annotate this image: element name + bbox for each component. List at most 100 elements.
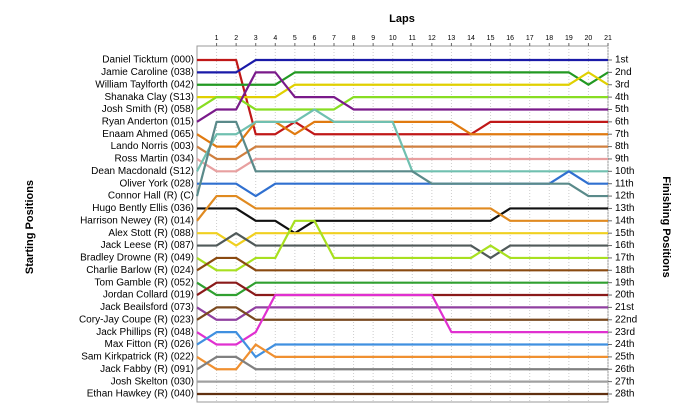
series-line [196,281,608,297]
series-line [196,355,608,371]
x-tick-label: 20 [585,35,593,42]
y2-tick-label: 15th [615,228,634,239]
y2-tick-label: 23rd [615,327,635,338]
legend-label: Ross Martin (034) [115,154,194,165]
series-line [196,256,608,272]
series-line [196,157,608,173]
legend-label: Max Fitton (R) (026) [105,339,194,350]
y2-tick-label: 22nd [615,314,637,325]
x-tick-label: 11 [409,35,416,42]
plot-frame [196,45,609,403]
legend-label: William Taylforth (042) [95,79,194,90]
legend-label: Jack Beailsford (073) [100,302,194,313]
series-line [197,207,608,235]
y2-tick-label: 4th [615,92,629,103]
series-line [196,306,608,321]
series-line [196,96,608,111]
x-tick-label: 16 [506,35,514,42]
y-axis-title: Starting Positions [24,180,36,274]
series-line [197,71,609,86]
legend-label: Jordan Collard (019) [103,290,194,301]
series-line [196,306,608,321]
y2-tick-label: 2nd [615,67,632,78]
y2-tick-label: 8th [615,141,629,152]
series-line [197,71,609,99]
y2-tick-label: 9th [615,154,629,165]
x-tick-label: 14 [467,35,475,42]
y2-tick-label: 19th [615,277,634,288]
legend-label: Jamie Caroline (038) [101,67,194,78]
legend-label: Ethan Hawkey (R) (040) [87,389,194,400]
y2-tick-label: 28th [615,389,634,400]
series-line [196,343,608,371]
legend-label: Josh Smith (R) (058) [102,104,194,115]
legend-label: Cory-Jay Coupe (R) (023) [79,314,194,325]
legend-label: Jack Fabby (R) (091) [100,364,194,375]
legend-label: Shanaka Clay (S13) [105,92,195,103]
y2-axis-title: Finishing Positions [660,176,672,277]
series-line [196,71,608,123]
x-tick-label: 1 [215,35,219,42]
x-tick-label: 9 [371,35,375,42]
legend-label: Dean Macdonald (S12) [91,166,194,177]
y2-tick-label: 11th [615,178,634,189]
y2-tick-label: 13th [615,203,634,214]
y2-tick-label: 20th [615,290,634,301]
legend-label: Oliver York (028) [120,178,194,189]
x-tick-label: 19 [565,35,573,42]
legend-label: Jack Phillips (R) (048) [96,327,194,338]
legend-label: Lando Norris (003) [111,141,194,152]
y2-tick-label: 12th [615,191,634,202]
y2-tick-label: 27th [615,376,634,387]
y2-tick-label: 21st [615,302,634,313]
legend-label: Ryan Anderton (015) [102,116,194,127]
series-line [197,232,608,247]
x-tick-label: 17 [526,35,534,42]
series-line [196,281,608,297]
x-axis-title: Laps [389,13,415,25]
series-line [196,293,608,346]
series-line [196,108,608,173]
y2-tick-label: 25th [615,352,634,363]
legend-label: Connor Hall (R) (C) [108,191,194,202]
y2-tick-label: 18th [615,265,634,276]
x-tick-label: 10 [389,35,397,42]
y2-tick-label: 5th [615,104,629,115]
x-tick-label: 4 [273,35,277,42]
y2-tick-label: 6th [615,116,629,127]
x-tick-label: 6 [312,35,316,42]
legend-label: Josh Skelton (030) [111,376,194,387]
legend-label: Hugo Bently Ellis (036) [92,203,194,214]
x-tick-label: 12 [428,35,436,42]
y2-tick-label: 1st [615,55,629,66]
series-line [197,58,608,74]
x-tick-label: 5 [293,35,297,42]
legend-label: Tom Gamble (R) (052) [95,277,194,288]
legend-label: Sam Kirkpatrick (R) (022) [81,352,194,363]
y2-tick-label: 26th [615,364,634,375]
x-tick-label: 15 [487,35,495,42]
legend-label: Enaam Ahmed (065) [102,129,194,140]
y2-tick-label: 17th [615,253,634,264]
x-tick-label: 21 [604,35,612,42]
series-line [197,232,608,260]
series-line [196,194,608,222]
y2-tick-label: 24th [615,339,634,350]
y2-tick-label: 7th [615,129,629,140]
legend-label: Jack Leese (R) (087) [101,240,194,251]
y2-tick-label: 16th [615,240,634,251]
y2-tick-label: 14th [615,215,634,226]
x-tick-label: 7 [332,35,336,42]
series-line [197,58,608,136]
x-tick-label: 2 [234,35,238,42]
y2-tick-label: 10th [615,166,634,177]
x-tick-label: 8 [352,35,356,42]
series-line [196,219,608,272]
x-tick-label: 13 [448,35,456,42]
legend-label: Harrison Newey (R) (014) [80,215,194,226]
legend-label: Alex Stott (R) (088) [108,228,194,239]
legend-label: Charlie Barlow (R) (024) [86,265,194,276]
legend-label: Daniel Ticktum (000) [102,55,194,66]
y2-tick-label: 3rd [615,79,629,90]
